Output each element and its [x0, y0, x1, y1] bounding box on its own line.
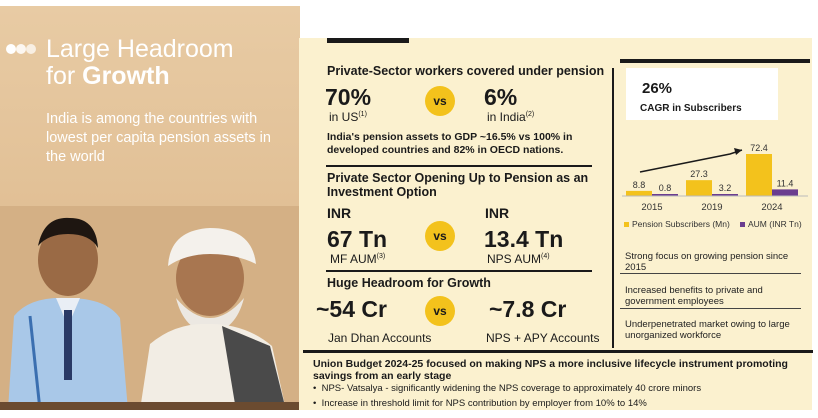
fact-divider — [620, 308, 801, 309]
section1-right-value: 6% — [484, 84, 518, 110]
cagr-card — [626, 68, 778, 120]
divider — [303, 350, 813, 353]
chart-bar — [686, 180, 712, 196]
fact-item: Underpenetrated market owing to large un… — [625, 319, 790, 341]
chart-tick-label: 2019 — [701, 202, 722, 213]
growth-bar-chart: 8.8 0.8 2015 27.3 3.2 2019 72.4 11.4 2024 Pension… — [622, 143, 808, 229]
budget-bullet: • NPS- Vatsalya - significantly widening… — [313, 383, 702, 394]
column-separator — [612, 68, 614, 348]
section2-left-value: 67 Tn — [327, 226, 388, 252]
chart-tick-label: 2015 — [641, 202, 662, 213]
chart-value-label: 72.4 — [750, 143, 768, 153]
section2-right-sup: (4) — [541, 253, 550, 260]
hero-description: India is among the countries with lowest… — [46, 111, 271, 165]
section2-right-value: 13.4 Tn — [484, 226, 564, 252]
budget-bullet-text: NPS- Vatsalya - significantly widening t… — [321, 383, 702, 394]
divider — [326, 165, 592, 167]
section1-left-label: in US(1) — [329, 110, 367, 124]
fact-item: Increased benefits to private and govern… — [625, 285, 763, 307]
section3-right-value: ~7.8 Cr — [489, 296, 567, 322]
accent-bar — [327, 38, 409, 43]
section1-note: India's pension assets to GDP ~16.5% vs … — [327, 131, 573, 156]
section2-left-label-text: MF AUM — [330, 252, 377, 266]
section2-left-currency: INR — [327, 205, 352, 221]
hero-title: Large Headroom for Growth — [46, 36, 234, 90]
section3-title: Huge Headroom for Growth — [327, 276, 491, 290]
section3-left-value: ~54 Cr — [316, 296, 387, 322]
legend-label: AUM (INR Tn) — [748, 219, 802, 229]
budget-title: Union Budget 2024-25 focused on making N… — [313, 358, 788, 382]
section1-right-label: in India(2) — [487, 110, 534, 124]
chart-value-label: 11.4 — [777, 178, 794, 188]
chart-bar — [772, 189, 798, 196]
chart-bar — [652, 194, 678, 196]
legend-swatch — [624, 222, 629, 227]
accent-bar-right — [620, 59, 810, 63]
legend-swatch — [740, 222, 745, 227]
left-hero-panel: Large Headroom for Growth India is among… — [0, 6, 300, 410]
section1-title: Private-Sector workers covered under pen… — [327, 64, 605, 78]
vs-badge: vs — [425, 296, 455, 326]
section1-right-sup: (2) — [525, 111, 535, 118]
chart-bar — [626, 190, 652, 196]
people-photo — [0, 206, 300, 410]
chart-value-label: 0.8 — [659, 183, 672, 193]
fact-divider — [620, 273, 801, 274]
hero-title-bold: Growth — [82, 62, 170, 90]
section1-right-label-text: in India — [487, 110, 526, 124]
budget-bullet-text: Increase in threshold limit for NPS cont… — [321, 398, 647, 409]
chart-value-label: 3.2 — [719, 183, 732, 193]
section2-right-currency: INR — [485, 205, 510, 221]
section3-right-label: NPS + APY Accounts — [486, 331, 600, 345]
chart-value-label: 27.3 — [690, 169, 708, 179]
section2-left-label: MF AUM(3) — [330, 252, 385, 266]
chart-tick-label: 2024 — [761, 202, 782, 213]
cagr-value: 26% — [642, 80, 673, 97]
budget-bullet: • Increase in threshold limit for NPS co… — [313, 398, 647, 409]
fact-item: Strong focus on growing pension since 20… — [625, 251, 789, 273]
section2-left-sup: (3) — [376, 253, 386, 260]
chart-bar — [746, 154, 772, 196]
hero-title-prefix: for — [46, 62, 83, 90]
cagr-label: CAGR in Subscribers — [640, 103, 742, 114]
chart-bar — [712, 194, 738, 196]
section1-left-sup: (1) — [358, 111, 367, 118]
section3-left-label: Jan Dhan Accounts — [328, 331, 432, 345]
vs-badge: vs — [425, 86, 455, 116]
section2-title: Private Sector Opening Up to Pension as … — [327, 171, 589, 199]
trend-arrow-head-icon — [734, 148, 742, 155]
legend-label: Pension Subscribers (Mn) — [632, 219, 730, 229]
section2-right-label: NPS AUM(4) — [487, 252, 550, 266]
hero-title-line1: Large Headroom — [46, 35, 234, 63]
section2-right-label-text: NPS AUM — [487, 252, 542, 266]
vs-badge: vs — [425, 221, 455, 251]
brand-logo-icon — [6, 44, 36, 54]
section1-left-label-text: in US — [329, 110, 359, 124]
divider — [326, 270, 592, 272]
chart-value-label: 8.8 — [633, 180, 646, 190]
section1-left-value: 70% — [325, 84, 372, 110]
